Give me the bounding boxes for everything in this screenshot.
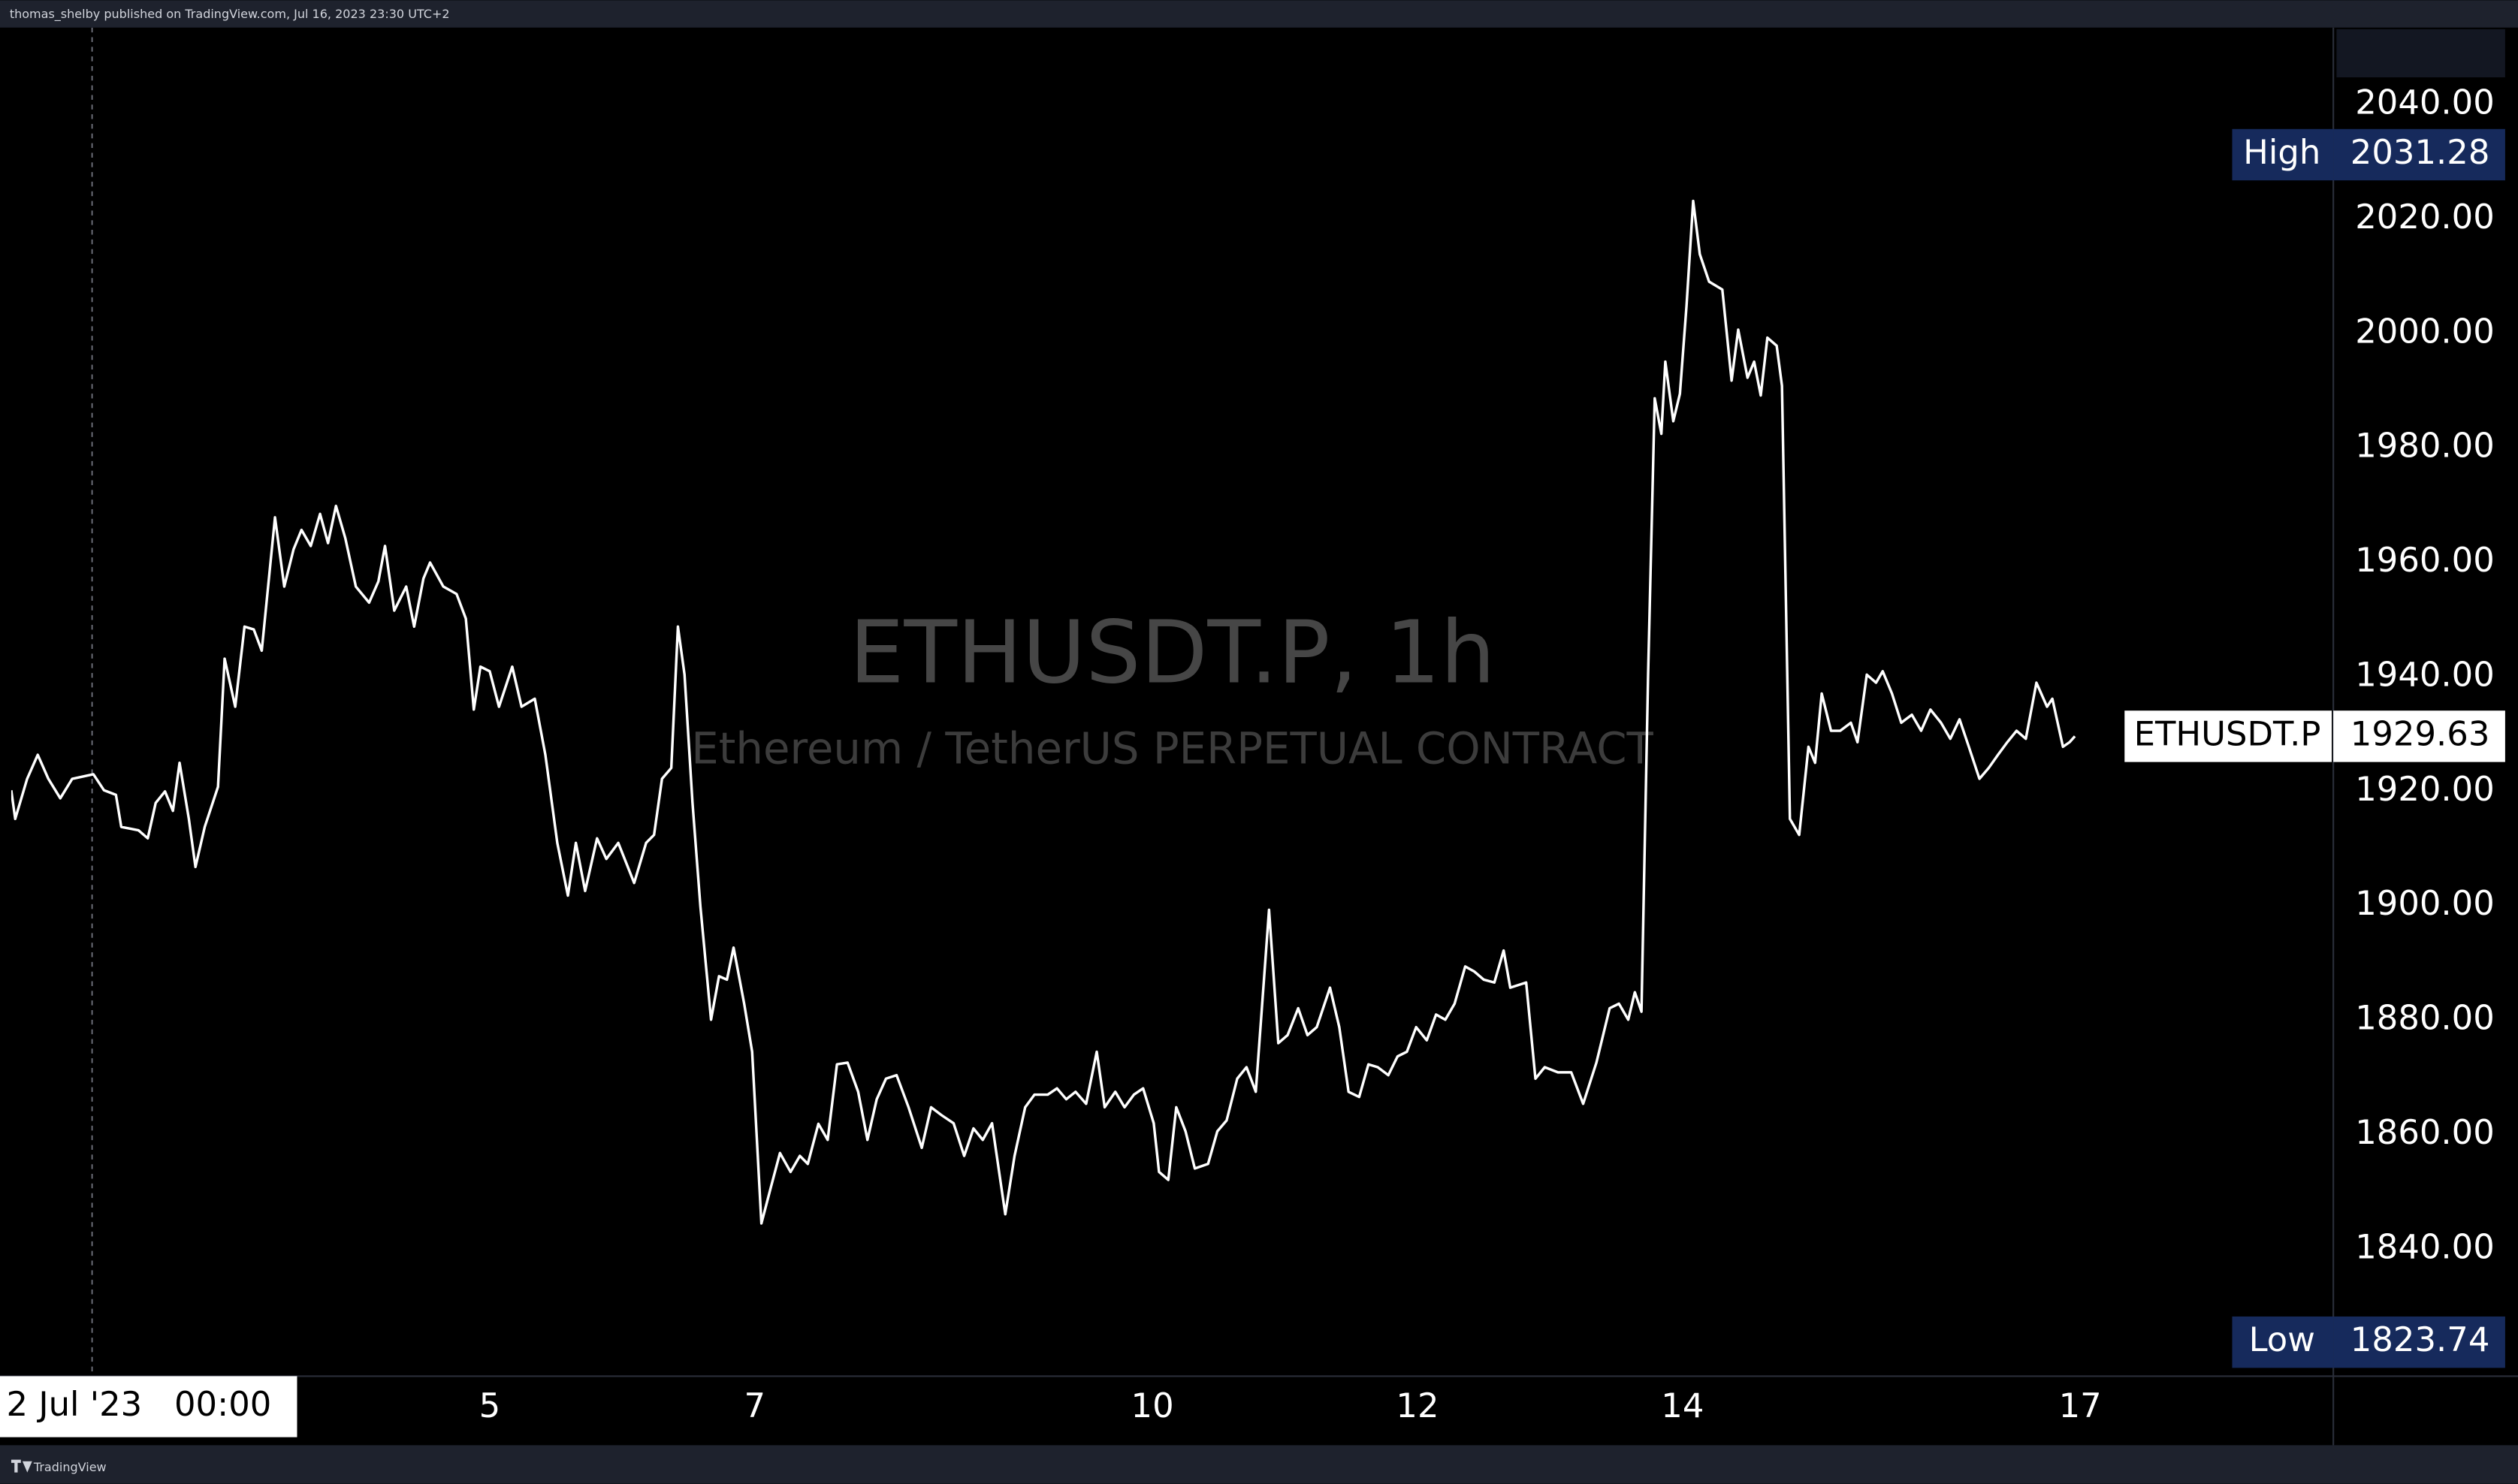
y-tick-label: 1900.00 xyxy=(2355,883,2495,923)
x-tick-label: 17 xyxy=(2059,1386,2102,1425)
header-bar xyxy=(0,0,2518,28)
price-line xyxy=(11,199,2076,1225)
footer-logo xyxy=(11,1459,32,1473)
plot-area xyxy=(11,27,2076,1377)
axis-corner-box xyxy=(2336,29,2505,77)
x-tick-label: 10 xyxy=(1131,1386,1174,1425)
y-tick-label: 1860.00 xyxy=(2355,1112,2495,1152)
x-tick-label: 14 xyxy=(1661,1386,1704,1425)
price-label-box xyxy=(2333,1316,2505,1368)
y-tick-label: 1840.00 xyxy=(2355,1226,2495,1266)
footer-text: TradingView xyxy=(33,1460,107,1474)
crosshair-label: 2 Jul '23 00:00 xyxy=(7,1384,272,1424)
price-label-name-box xyxy=(2232,128,2334,181)
price-label-value: 1823.74 xyxy=(2350,1320,2490,1359)
y-tick-label: 1980.00 xyxy=(2355,426,2495,466)
watermark-subtitle: Ethereum / TetherUS PERPETUAL CONTRACT xyxy=(691,722,1653,774)
last-price-value: 1929.63 xyxy=(2350,713,2490,753)
y-tick-label: 1940.00 xyxy=(2355,654,2495,694)
last-price-name-box xyxy=(2124,710,2332,762)
y-tick-label: 2040.00 xyxy=(2355,83,2495,122)
price-label-name: Low xyxy=(2249,1320,2315,1359)
x-tick-label: 7 xyxy=(744,1386,766,1425)
price-label-name-box xyxy=(2232,1316,2334,1368)
footer-bar xyxy=(0,1445,2518,1484)
x-tick-label: 5 xyxy=(479,1386,501,1425)
y-tick-label: 2020.00 xyxy=(2355,197,2495,237)
y-tick-label: 1920.00 xyxy=(2355,769,2495,809)
last-price-box xyxy=(2333,710,2505,762)
y-tick-label: 2000.00 xyxy=(2355,311,2495,351)
price-label-name: High xyxy=(2243,132,2320,172)
y-tick-label: 1880.00 xyxy=(2355,998,2495,1038)
watermark-title: ETHUSDT.P, 1h xyxy=(850,603,1496,704)
price-label-value: 2031.28 xyxy=(2350,132,2490,172)
x-tick-label: 12 xyxy=(1396,1386,1439,1425)
crosshair-label-box xyxy=(0,1376,297,1437)
price-label-box xyxy=(2333,128,2505,181)
last-price-name: ETHUSDT.P xyxy=(2134,713,2321,753)
y-tick-label: 1960.00 xyxy=(2355,540,2495,580)
header-text: thomas_shelby published on TradingView.c… xyxy=(10,7,450,22)
